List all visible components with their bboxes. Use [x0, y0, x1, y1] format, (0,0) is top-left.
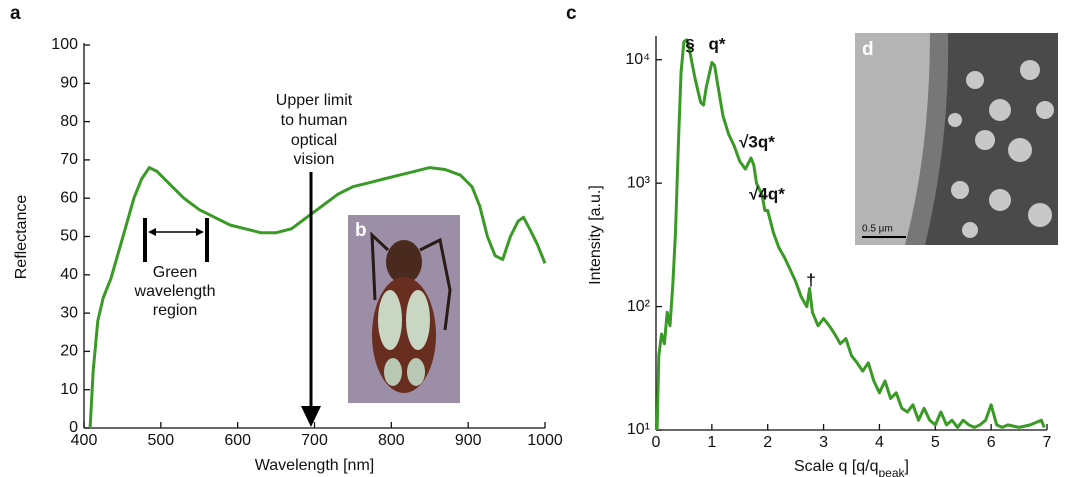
panel-label: b	[355, 220, 367, 241]
annotation-line: region	[153, 302, 197, 319]
x-tick-label: 1000	[527, 432, 563, 449]
data-line	[655, 38, 1046, 431]
label-part: Wavelength [nm]	[255, 457, 374, 474]
x-tick-label: 400	[71, 432, 98, 449]
x-tick-label: 600	[224, 432, 251, 449]
beetle-pattern	[378, 290, 402, 350]
y-tick-label: 10³	[627, 174, 651, 191]
x-axis-label: Wavelength [nm]	[255, 457, 374, 474]
vision-limit-annotation: Upper limit to human optical vision	[276, 92, 353, 427]
chart: 0 10 20 30 40 50 60 70 80 90 100 400 500 600 700 800 900…	[10, 3, 563, 474]
y-tick-label: 80	[60, 113, 78, 130]
y-axis-label: Intensity [a.u.]	[587, 185, 604, 285]
y-tick-label: 20	[60, 343, 78, 360]
label-part: Scale q [q/q	[794, 458, 879, 475]
y-tick-label: 70	[60, 151, 78, 168]
x-tick-label: 900	[455, 432, 482, 449]
peak-annotation: †	[806, 270, 815, 289]
y-tick-label: 60	[60, 189, 78, 206]
label-part: ]	[905, 458, 909, 475]
annotation-line: Upper limit	[276, 92, 353, 109]
panel-label: d	[862, 39, 874, 60]
peak-annotation: §	[685, 35, 694, 54]
y-tick-label: 0	[69, 419, 78, 436]
x-tick-label: 5	[931, 434, 940, 451]
panel-label: a	[10, 3, 21, 24]
y-tick-label: 10²	[627, 298, 651, 315]
x-tick-label: 7	[1043, 434, 1052, 451]
annotation-line: Green	[153, 264, 197, 281]
peak-annotation: √3q*	[739, 132, 775, 151]
label-part: peak	[879, 466, 906, 477]
beetle-head	[386, 240, 422, 284]
x-tick-label: 500	[147, 432, 174, 449]
x-tick-label: 1	[707, 434, 716, 451]
tem-image: d 0.5 µm	[855, 33, 1058, 245]
panel-label: c	[566, 3, 577, 24]
annotation-line: optical	[291, 132, 337, 149]
y-tick-label: 10¹	[627, 421, 650, 438]
y-tick-label: 10	[60, 381, 78, 398]
x-tick-label: 3	[819, 434, 828, 451]
x-tick-label: 4	[875, 434, 884, 451]
scale-bar-label: 0.5 µm	[862, 224, 893, 235]
x-tick-label: 700	[301, 432, 328, 449]
y-axis-label: Reflectance	[13, 195, 30, 280]
x-tick-label: 2	[763, 434, 772, 451]
chart: 10¹ 10² 10³ 10⁴ 0 1 2 3 4 5 6 7 Intensity [a.u.] Scal…	[566, 3, 1052, 477]
peak-annotation: q*	[709, 34, 726, 53]
data-line	[88, 166, 547, 429]
beetle-photo: b	[348, 215, 460, 403]
arrow-head	[148, 228, 156, 236]
peak-annotation: √4q*	[749, 184, 785, 203]
beetle-pattern	[407, 358, 425, 386]
y-tick-label: 100	[51, 36, 78, 53]
beetle-pattern	[406, 290, 430, 350]
y-tick-label: 40	[60, 266, 78, 283]
y-tick-label: 10⁴	[625, 51, 650, 68]
x-axis-label: Scale q [q/qpeak]	[794, 458, 909, 477]
pores	[948, 60, 1054, 238]
y-tick-label: 50	[60, 228, 78, 245]
x-tick-label: 0	[652, 434, 661, 451]
arrow-head	[196, 228, 204, 236]
annotation-line: to human	[281, 112, 348, 129]
beetle-pattern	[384, 358, 402, 386]
annotation-line: vision	[294, 151, 335, 168]
x-tick-label: 800	[378, 432, 405, 449]
x-tick-label: 6	[987, 434, 996, 451]
y-tick-label: 30	[60, 304, 78, 321]
annotation-line: wavelength	[134, 283, 216, 300]
y-tick-label: 90	[60, 75, 78, 92]
arrow-head	[301, 406, 321, 427]
green-region-annotation: Green wavelength region	[134, 218, 216, 319]
beetle-legs	[370, 231, 452, 331]
